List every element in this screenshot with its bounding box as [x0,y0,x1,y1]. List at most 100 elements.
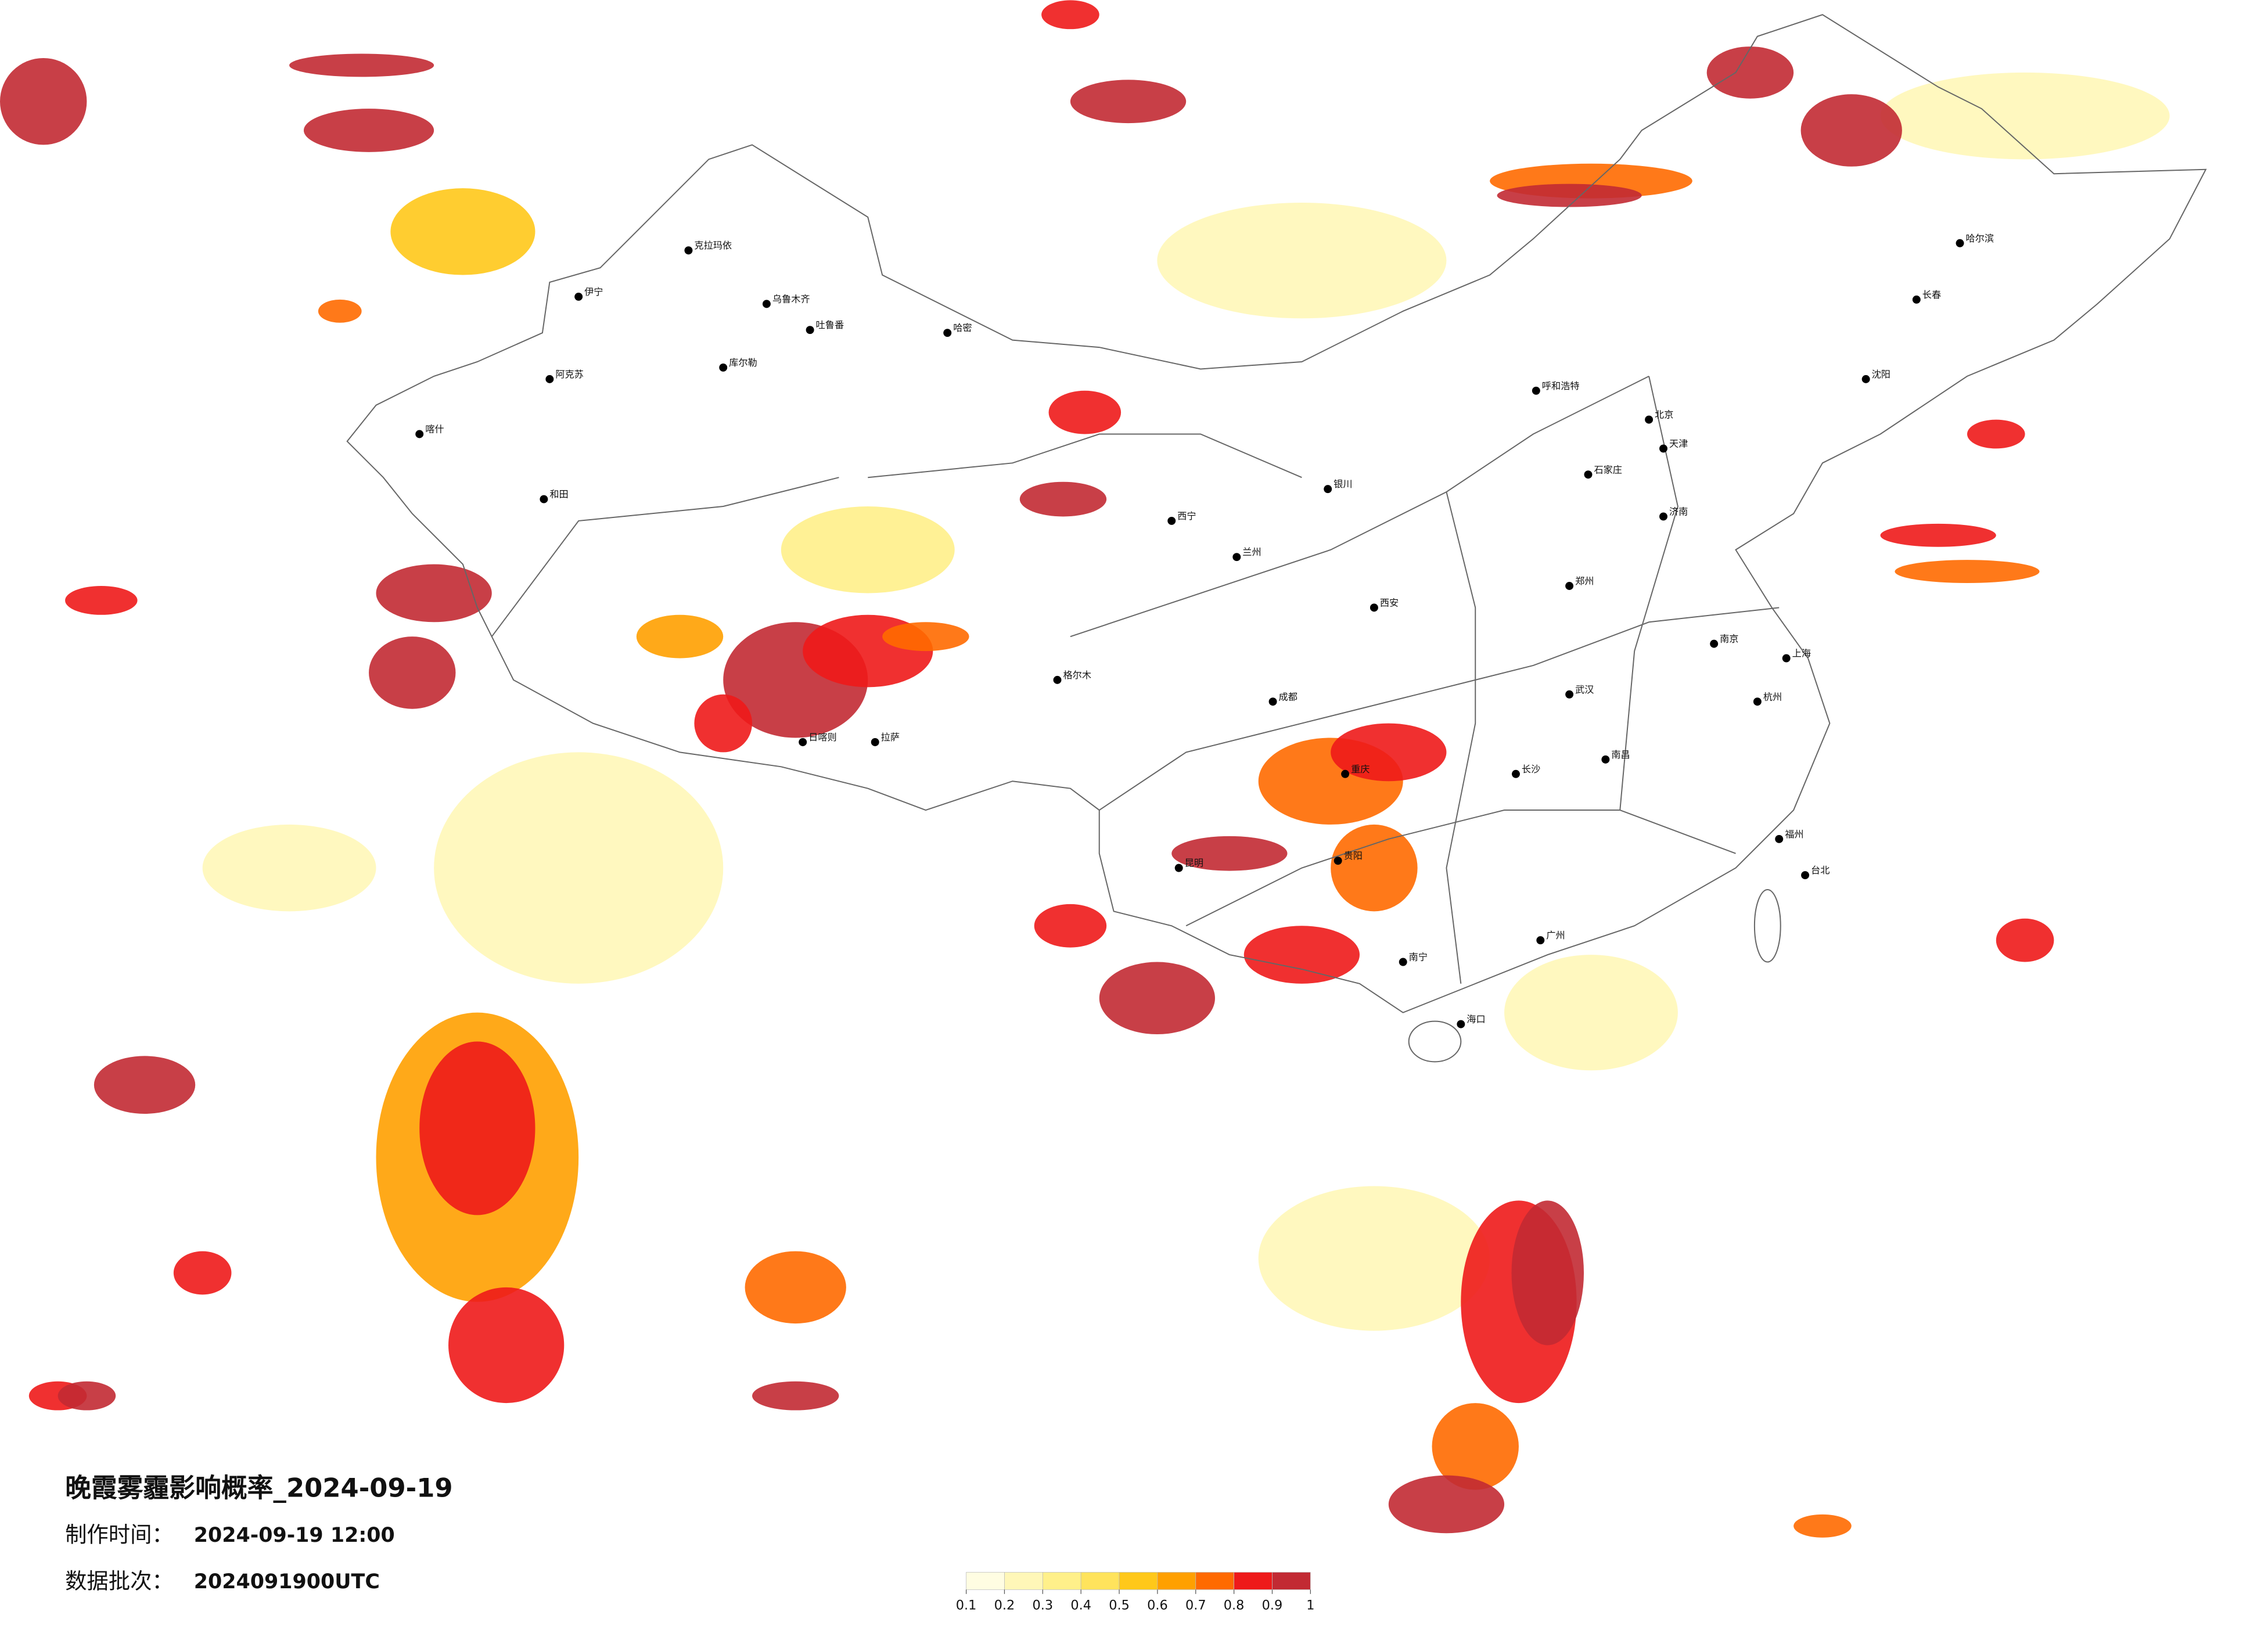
borders [346,14,2207,1063]
haze-patch [1099,962,1215,1035]
city-label: 上海 [1792,648,1811,659]
hainan [1408,1020,1462,1063]
legend-tick-label: 0.8 [1224,1598,1245,1613]
legend-tick-label: 0.1 [956,1598,977,1613]
city-dot [1584,470,1593,479]
legend: 0.1 0.2 0.3 0.4 0.5 0.6 0.7 0.8 0.9 1 [956,1572,1314,1613]
legend-tick-label: 0.2 [994,1598,1015,1613]
city-dot [1601,755,1610,764]
city-label: 昆明 [1185,858,1203,869]
city-dot [799,738,807,746]
city-dot [1753,697,1762,706]
haze-patch [318,299,362,323]
city-dot [684,246,693,255]
haze-patch [1070,80,1187,124]
city-label: 南昌 [1611,749,1630,760]
haze-patch [1171,836,1288,871]
haze-patch [1331,824,1418,912]
haze-patch [1019,481,1107,517]
city-dot [1334,857,1342,865]
taiwan [1753,888,1781,963]
city-label: 乌鲁木齐 [772,293,810,304]
city-dot [1782,654,1791,663]
city-label: 北京 [1655,409,1673,420]
haze-patch [94,1056,196,1114]
country-outline [346,14,2207,1013]
legend-swatch [1042,1572,1081,1590]
city-label: 吐鲁番 [816,319,844,330]
city-dot [1645,415,1654,424]
city-dot [1232,553,1241,562]
city-label: 贵阳 [1344,850,1363,861]
legend-swatch [1080,1572,1120,1590]
haze-patch [1504,955,1678,1071]
legend-swatch [1195,1572,1234,1590]
haze-patch [1388,1475,1505,1534]
haze-patch [694,694,753,753]
city-dot [1457,1020,1465,1028]
city-label: 和田 [549,489,568,500]
city-dot [1912,295,1921,304]
haze-patch [745,1251,846,1324]
city-dot [806,326,814,334]
city-label: 哈尔滨 [1965,233,1994,244]
city-label: 长沙 [1522,764,1540,775]
legend-tick-label: 0.7 [1185,1598,1206,1613]
city-dot [719,363,728,372]
city-dot [545,375,554,383]
city-label: 武汉 [1575,684,1594,695]
city-label: 石家庄 [1594,464,1622,475]
info-label: 数据批次： [65,1568,174,1593]
city-dot [1710,639,1719,648]
haze-patch [752,1381,839,1411]
legend-tick-label: 0.5 [1109,1598,1130,1613]
haze-patch [448,1287,565,1404]
haze-layer [0,0,2170,1538]
city-label: 格尔木 [1063,670,1091,681]
city-label: 重庆 [1351,764,1370,775]
city-label: 呼和浩特 [1542,380,1580,391]
city-label: 日喀则 [808,732,837,743]
city-label: 长春 [1922,289,1941,300]
haze-patch [173,1251,232,1295]
haze-patch [376,564,492,623]
city-dot [415,430,424,438]
legend-swatch [1157,1572,1196,1590]
haze-patch [1258,1186,1490,1331]
city-label: 南京 [1720,634,1738,645]
city-dot [1399,958,1407,966]
city-dot [1801,871,1810,880]
info-value: 2024-09-19 12:00 [194,1524,395,1547]
city-dot [1565,690,1574,699]
city-label: 郑州 [1575,575,1594,587]
city-dot [1512,769,1520,778]
haze-patch [1996,918,2054,962]
haze-patch [1880,523,1996,547]
legend-swatch [1119,1572,1158,1590]
city-dot [1956,239,1964,247]
legend-tick-label: 1 [1306,1598,1314,1613]
haze-patch [781,506,955,593]
city-dot [943,329,952,337]
info-label: 制作时间： [65,1522,174,1548]
haze-patch [369,636,456,709]
haze-patch [636,614,724,659]
city-dot [1565,582,1574,590]
city-label: 喀什 [425,424,444,435]
city-dot [1324,485,1332,494]
legend-tick-label: 0.3 [1033,1598,1054,1613]
city-label: 伊宁 [584,286,603,297]
haze-patch [0,57,87,145]
city-dot [1659,444,1667,453]
haze-patch [1432,1403,1519,1490]
city-label: 福州 [1785,829,1803,840]
city-label: 克拉玛依 [694,240,732,251]
city-dot [1167,516,1176,525]
city-dot [1053,675,1062,684]
city-label: 南宁 [1409,952,1428,963]
haze-patch [202,824,376,912]
city-label: 兰州 [1242,546,1261,557]
haze-patch [65,586,138,615]
city-dot [1536,936,1545,945]
